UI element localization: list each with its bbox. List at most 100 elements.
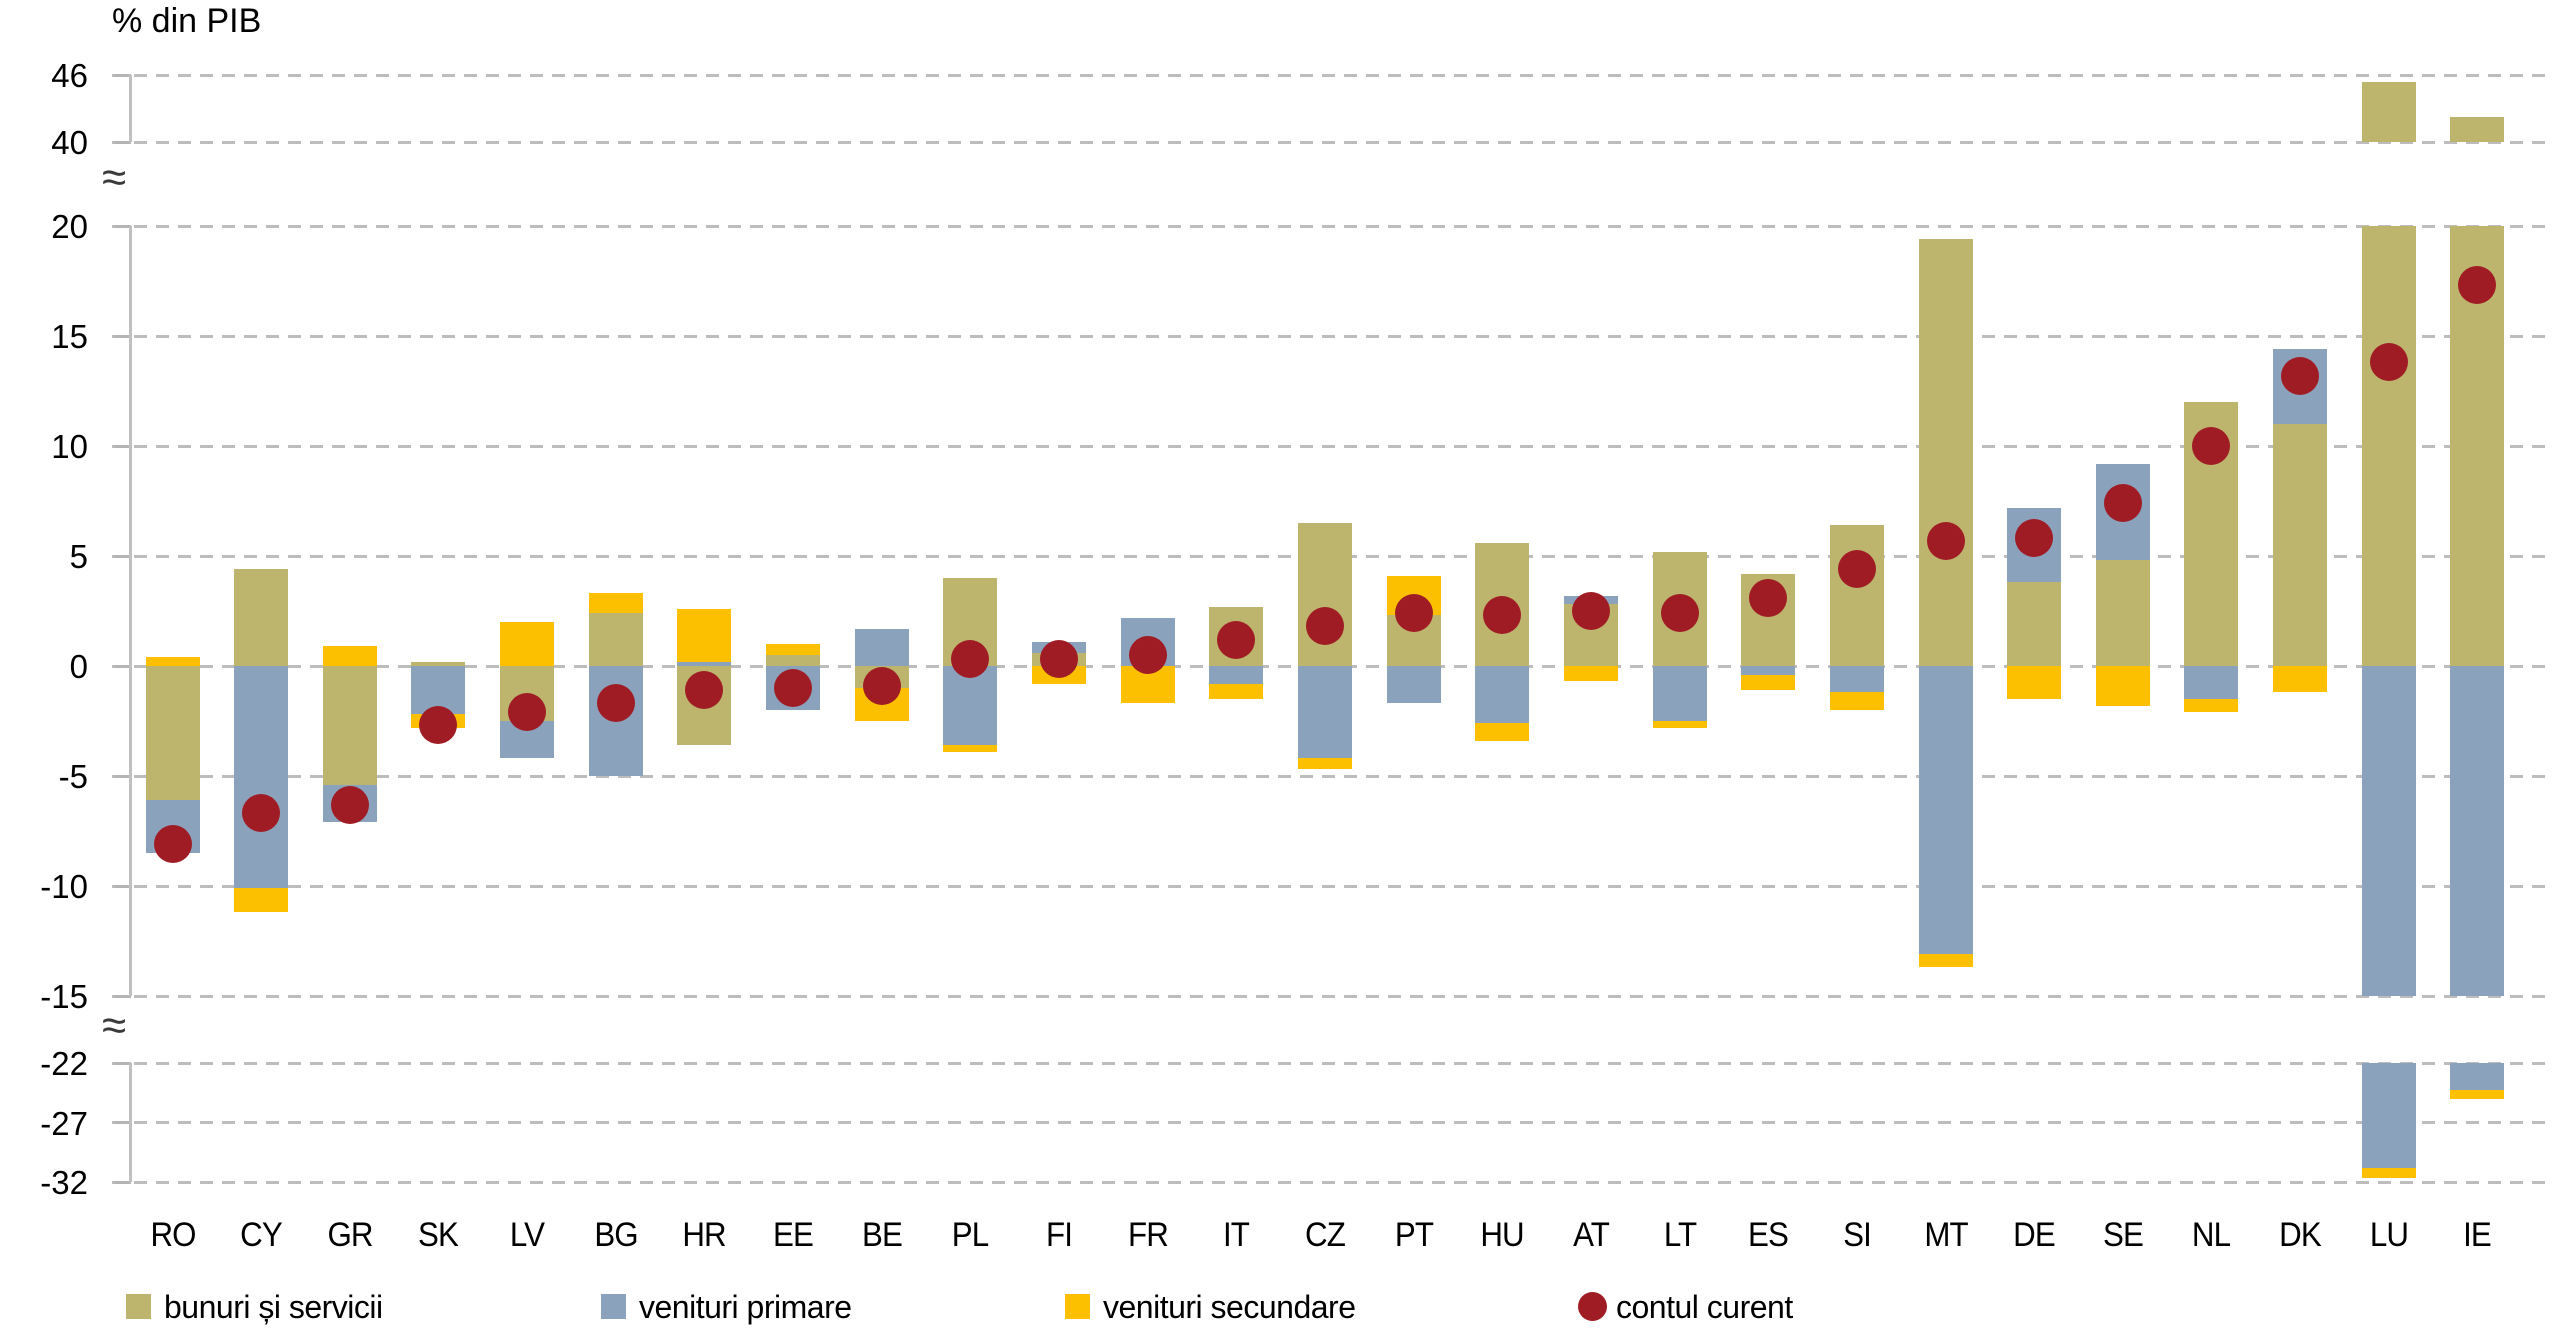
bar-segment-venituri-secundare: [1741, 674, 1796, 691]
y-axis-tick: [114, 444, 131, 448]
y-tick-label: 15: [51, 318, 88, 355]
current-account-dot: [2458, 266, 2497, 305]
current-account-dot: [2103, 484, 2142, 523]
bar-segment-venituri-secundare: [322, 646, 377, 666]
current-account-dot: [2192, 427, 2231, 465]
bar-segment-venituri-primare: [854, 628, 909, 666]
legend-square-icon: [1065, 1294, 1090, 1319]
bar-segment-bunuri-i-servicii: [322, 666, 377, 785]
current-account-dot: [862, 666, 901, 705]
current-account-dot: [330, 785, 369, 824]
bar-segment-venituri-secundare: [1652, 721, 1707, 728]
bar-segment-venituri-primare: [1475, 666, 1530, 724]
y-tick-label: -5: [58, 758, 88, 795]
bar-segment-venituri-primare: [1209, 666, 1264, 684]
current-account-dot: [2369, 343, 2408, 382]
y-axis-tick: [114, 73, 131, 77]
current-account-dot: [2015, 519, 2054, 558]
bar-segment-venituri-primare: [1918, 666, 1973, 955]
x-axis-label: ES: [1748, 1216, 1789, 1254]
legend-label: bunuri și servicii: [164, 1289, 383, 1325]
bar-segment-venituri-primare: [411, 666, 466, 715]
chart-title: % din PIB: [112, 2, 262, 40]
bar-segment-venituri-secundare: [1475, 723, 1530, 741]
axis-break-bottom-icon: ≈: [102, 1001, 127, 1050]
x-axis-label: PT: [1394, 1216, 1434, 1254]
bar-segment-bunuri-i-servicii: [2273, 424, 2328, 666]
bar-segment-bunuri-i-servicii: [766, 655, 821, 666]
y-axis-tick: [114, 334, 131, 338]
legend-marker-icon: [1578, 1292, 1607, 1321]
bar-segment-venituri-primare: [2450, 1063, 2505, 1091]
current-account-dot: [1571, 592, 1610, 630]
current-account-dot: [1660, 594, 1699, 633]
current-account-dot: [1040, 640, 1078, 679]
x-axis-label: BG: [594, 1216, 638, 1254]
current-account-dot: [774, 669, 813, 707]
bar-segment-venituri-secundare: [1563, 666, 1618, 682]
bar-segment-venituri-secundare: [588, 593, 643, 614]
gridline: [112, 73, 2552, 77]
bar-segment-venituri-secundare: [1209, 683, 1264, 699]
bar-segment-venituri-secundare: [2450, 1090, 2505, 1099]
bar-segment-venituri-primare: [1652, 666, 1707, 721]
y-axis-tick: [114, 1180, 131, 1184]
bar-segment-venituri-secundare: [766, 644, 821, 655]
y-axis-tick: [114, 884, 131, 888]
x-axis-label: GR: [327, 1216, 373, 1254]
bar-segment-bunuri-i-servicii: [2361, 226, 2416, 666]
current-account-dot: [951, 640, 990, 679]
y-axis-tick: [114, 140, 131, 144]
bar-segment-venituri-secundare: [677, 608, 732, 662]
x-axis-label: LT: [1663, 1216, 1696, 1254]
y-tick-label: 40: [51, 124, 88, 161]
gridline: [112, 1061, 2552, 1065]
x-axis-label: LU: [2369, 1216, 2409, 1254]
bar-segment-venituri-primare: [1386, 666, 1441, 704]
x-axis-label: DK: [2279, 1216, 2322, 1254]
x-axis-label: RO: [149, 1216, 196, 1254]
y-tick-label: 5: [69, 538, 88, 575]
bar-segment-bunuri-i-servicii: [588, 613, 643, 666]
current-account-dot: [596, 684, 635, 723]
bar-segment-bunuri-i-servicii: [1829, 525, 1884, 666]
y-tick-label: 0: [69, 648, 88, 685]
x-axis-label: SK: [418, 1216, 459, 1254]
gridline: [112, 334, 2552, 338]
x-axis-label: SI: [1842, 1216, 1872, 1254]
x-axis-label: SE: [2102, 1216, 2144, 1254]
x-axis-label: PL: [952, 1216, 989, 1254]
bar-segment-venituri-secundare: [234, 888, 289, 913]
x-axis-label: LV: [510, 1216, 545, 1254]
x-axis-label: AT: [1572, 1216, 1610, 1254]
y-axis-tick: [114, 994, 131, 998]
bar-segment-venituri-primare: [2361, 666, 2416, 996]
gridline: [112, 774, 2552, 778]
y-tick-label: -15: [40, 978, 88, 1015]
current-account-dot: [1305, 607, 1344, 646]
legend-square-icon: [601, 1294, 626, 1319]
bar-segment-venituri-secundare: [2007, 666, 2062, 699]
gridline: [112, 224, 2552, 228]
bar-segment-venituri-secundare: [1297, 758, 1352, 770]
x-axis-label: FI: [1046, 1216, 1073, 1254]
y-axis-tick: [114, 1121, 131, 1124]
bar-segment-venituri-primare: [2361, 1063, 2416, 1168]
legend-square-icon: [126, 1294, 151, 1319]
bar-segment-bunuri-i-servicii: [2361, 81, 2416, 142]
bar-segment-venituri-secundare: [2184, 699, 2239, 713]
gridline: [112, 884, 2552, 888]
x-axis-label: FR: [1127, 1216, 1169, 1254]
bar-segment-bunuri-i-servicii: [1918, 239, 1973, 666]
bar-segment-venituri-secundare: [500, 622, 555, 666]
bar-segment-bunuri-i-servicii: [2095, 560, 2150, 666]
gridline: [112, 1121, 2552, 1124]
current-account-dot: [242, 794, 281, 833]
bar-segment-bunuri-i-servicii: [411, 661, 466, 666]
legend-label: venituri secundare: [1103, 1289, 1356, 1325]
y-axis-line: [129, 75, 132, 142]
y-tick-label: -27: [40, 1104, 88, 1142]
x-axis-label: IE: [2463, 1216, 2493, 1254]
axis-break-top-icon: ≈: [102, 153, 127, 202]
current-account-dot: [2281, 356, 2320, 395]
